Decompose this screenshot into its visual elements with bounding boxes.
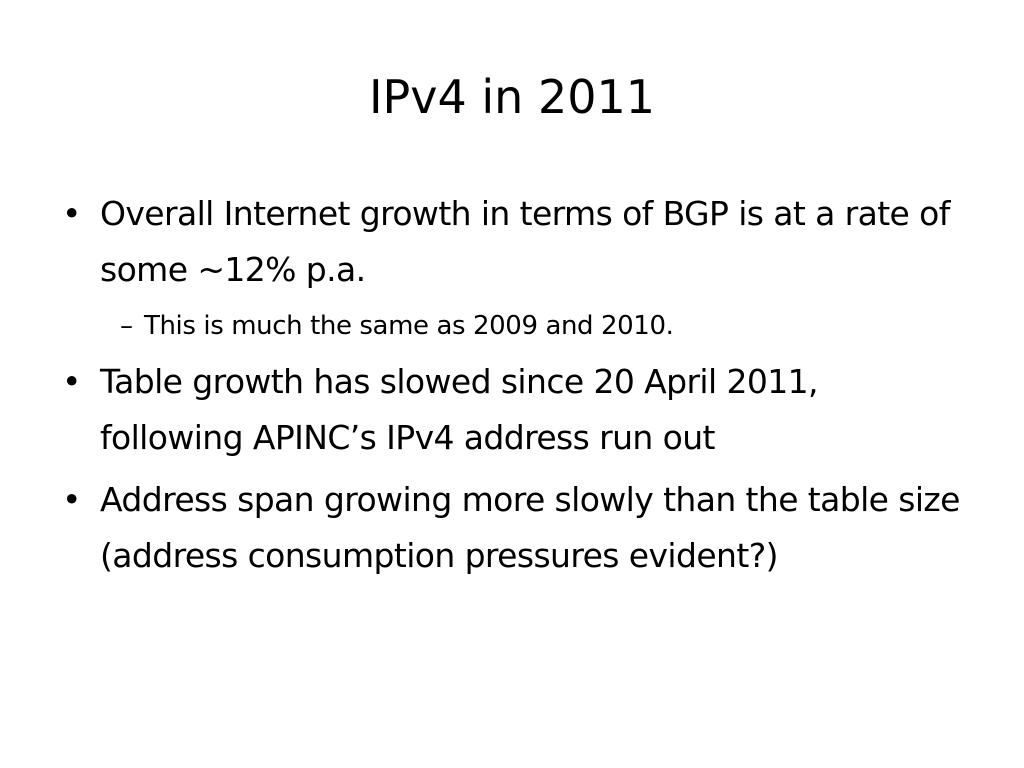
bullet-item: • Table growth has slowed since 20 April… [62, 354, 962, 466]
sub-bullet-marker: – [120, 311, 133, 341]
bullet-marker: • [62, 362, 81, 401]
bullet-marker: • [62, 194, 81, 233]
bullet-text: Address span growing more slowly than th… [100, 480, 960, 575]
bullet-list: • Overall Internet growth in terms of BG… [62, 186, 962, 584]
bullet-marker: • [62, 480, 81, 519]
bullet-text: Overall Internet growth in terms of BGP … [100, 194, 950, 289]
bullet-text: Table growth has slowed since 20 April 2… [100, 362, 819, 457]
bullet-item: • Address span growing more slowly than … [62, 472, 962, 584]
slide-title: IPv4 in 2011 [368, 70, 656, 124]
bullet-item: • Overall Internet growth in terms of BG… [62, 186, 962, 298]
sub-bullet-text: This is much the same as 2009 and 2010. [144, 311, 674, 341]
sub-bullet-item: – This is much the same as 2009 and 2010… [62, 304, 962, 348]
